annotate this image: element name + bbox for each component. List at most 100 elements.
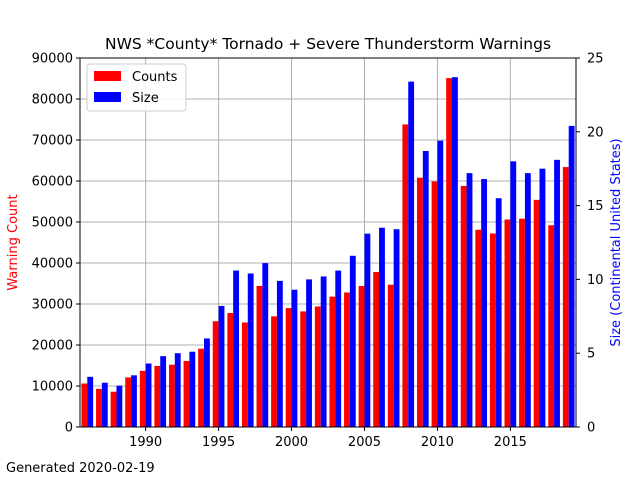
size-bar — [349, 255, 356, 427]
counts-bar — [183, 360, 190, 427]
size-bar — [218, 305, 225, 427]
size-bar — [524, 173, 531, 427]
size-bar — [539, 168, 546, 427]
counts-bar — [329, 296, 336, 427]
counts-bar — [212, 321, 219, 427]
y-tick-label: 90000 — [32, 52, 73, 67]
counts-bar — [81, 383, 88, 427]
y2-axis-label: Size (Continental United States) — [609, 138, 624, 346]
counts-bar — [416, 177, 423, 427]
size-bar — [320, 276, 327, 427]
y2-tick-label: 15 — [587, 199, 604, 214]
size-bar — [335, 270, 342, 427]
plot-frame — [79, 57, 577, 428]
counts-bar — [504, 219, 511, 427]
y2-tick-label: 0 — [587, 421, 595, 436]
counts-bar — [300, 311, 307, 427]
size-bar — [276, 280, 283, 427]
counts-bar — [154, 365, 161, 427]
y-tick-label: 80000 — [32, 93, 73, 108]
size-bar — [262, 263, 269, 427]
y2-tick-label: 10 — [587, 273, 604, 288]
legend-size-label: Size — [132, 91, 159, 106]
y2-tick-label: 25 — [587, 52, 604, 67]
size-bar — [131, 375, 137, 427]
y-tick-label: 50000 — [32, 216, 73, 231]
legend-counts-swatch — [94, 71, 121, 81]
size-bar — [452, 77, 458, 428]
size-bar — [554, 159, 560, 427]
counts-bar — [198, 348, 204, 427]
size-bar — [189, 351, 196, 427]
counts-bar — [431, 181, 438, 427]
x-tick-label: 2015 — [494, 435, 527, 450]
x-tick-label: 1990 — [129, 435, 162, 450]
counts-bar — [285, 308, 292, 427]
size-bar — [306, 279, 312, 427]
size-bar — [145, 363, 152, 427]
counts-bar — [96, 388, 102, 427]
y2-tick-label: 5 — [587, 347, 595, 362]
counts-bar — [241, 322, 248, 427]
generated-date-label: Generated 2020-02-19 — [6, 461, 155, 476]
counts-bar — [446, 78, 452, 427]
y-tick-label: 20000 — [32, 339, 73, 354]
size-bar — [568, 125, 575, 428]
y-tick-label: 60000 — [32, 175, 73, 190]
size-bar — [510, 161, 517, 427]
counts-bar — [519, 218, 525, 427]
x-tick-label: 1995 — [202, 435, 235, 450]
size-bar — [408, 81, 415, 427]
y-tick-label: 0 — [65, 421, 73, 436]
size-bar — [364, 233, 371, 427]
size-bar — [437, 140, 444, 427]
counts-bar — [402, 124, 409, 428]
counts-bar — [125, 377, 132, 427]
legend-size-swatch — [94, 92, 121, 102]
counts-bar — [168, 364, 175, 427]
y-tick-label: 40000 — [32, 257, 73, 272]
counts-bar — [533, 199, 540, 427]
size-bar — [393, 229, 400, 427]
counts-bar — [387, 284, 394, 427]
counts-bar — [271, 316, 277, 427]
counts-bar — [460, 185, 467, 427]
size-bar — [116, 385, 123, 427]
counts-bar — [139, 370, 146, 427]
counts-bar — [489, 233, 496, 427]
size-bar — [101, 382, 108, 427]
y-tick-label: 10000 — [32, 380, 73, 395]
counts-bar — [373, 272, 380, 427]
size-bar — [422, 150, 429, 427]
size-bar — [291, 289, 298, 427]
y-axis-label: Warning Count — [6, 194, 21, 290]
counts-bar — [110, 391, 117, 427]
y2-tick-label: 20 — [587, 125, 604, 140]
size-bar — [174, 353, 181, 427]
x-tick-label: 2010 — [421, 435, 454, 450]
legend-counts-label: Counts — [132, 70, 178, 85]
size-bar — [379, 227, 385, 427]
counts-bar — [227, 313, 234, 427]
counts-bar — [358, 285, 365, 427]
counts-bar — [344, 292, 350, 427]
counts-bar — [475, 229, 482, 427]
size-bar — [204, 338, 210, 427]
y-tick-label: 30000 — [32, 298, 73, 313]
y-tick-label: 70000 — [32, 134, 73, 149]
counts-bar — [314, 306, 321, 427]
counts-bar — [256, 285, 263, 427]
x-tick-label: 2000 — [275, 435, 308, 450]
counts-bar — [548, 225, 555, 427]
size-bar — [466, 173, 473, 427]
x-tick-label: 2005 — [348, 435, 381, 450]
size-bar — [481, 179, 488, 427]
size-bar — [160, 356, 167, 427]
size-bar — [87, 376, 94, 427]
counts-bar — [562, 167, 569, 427]
size-bar — [495, 198, 502, 427]
chart-title: NWS *County* Tornado + Severe Thundersto… — [105, 35, 551, 53]
size-bar — [233, 270, 240, 427]
size-bar — [247, 273, 254, 427]
